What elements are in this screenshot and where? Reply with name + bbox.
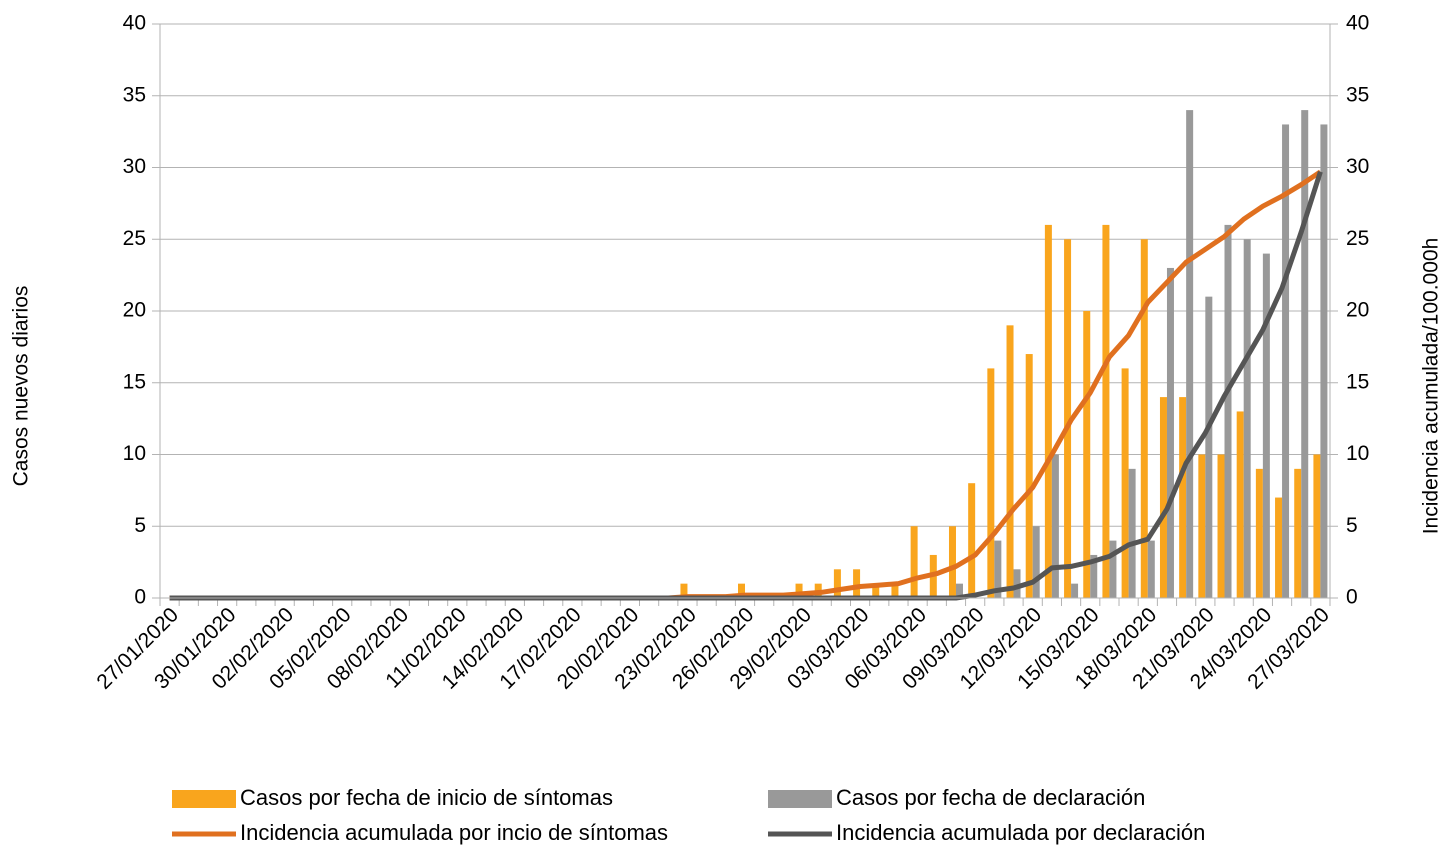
bar — [1044, 224, 1052, 598]
bar — [1186, 110, 1194, 598]
bar — [833, 569, 841, 598]
y-tick-label: 10 — [123, 442, 146, 465]
bar — [1006, 325, 1014, 598]
bar — [1294, 468, 1302, 598]
y-tick-label: 20 — [123, 299, 146, 322]
y2-tick-label: 40 — [1346, 12, 1369, 35]
bar — [1224, 224, 1232, 598]
bar — [1109, 540, 1117, 598]
bar — [1128, 468, 1136, 598]
bar — [1166, 267, 1174, 598]
bar — [853, 569, 861, 598]
y-axis-label: Casos nuevos diarios — [10, 286, 33, 487]
bar — [1320, 124, 1328, 598]
legend-label: Casos por fecha de declaración — [836, 785, 1145, 810]
y2-axis-label: Incidencia acumulada/100.000h — [1420, 238, 1443, 535]
bar — [1255, 468, 1263, 598]
bar — [1262, 253, 1270, 598]
y2-tick-label: 5 — [1346, 514, 1358, 537]
bar — [955, 583, 963, 598]
legend-label: Incidencia acumulada por incio de síntom… — [240, 820, 668, 845]
bar — [1013, 569, 1021, 598]
bar — [1236, 411, 1244, 598]
bar — [1243, 239, 1251, 598]
bar — [910, 526, 918, 598]
y-tick-label: 30 — [123, 155, 146, 178]
y2-tick-label: 30 — [1346, 155, 1369, 178]
bar — [891, 583, 899, 598]
legend-label: Incidencia acumulada por declaración — [836, 820, 1205, 845]
y-tick-label: 0 — [134, 586, 146, 609]
bar — [738, 583, 745, 598]
y2-tick-label: 35 — [1346, 83, 1369, 106]
bar — [1071, 583, 1079, 598]
bar — [1159, 397, 1167, 598]
legend-swatch — [172, 790, 236, 808]
y-tick-label: 35 — [123, 83, 146, 106]
bar — [1313, 454, 1321, 598]
legend-swatch — [768, 790, 832, 808]
bar — [1275, 497, 1283, 598]
bar — [1179, 397, 1187, 598]
bar — [1102, 224, 1110, 598]
bar — [1205, 296, 1213, 598]
y2-tick-label: 25 — [1346, 227, 1369, 250]
bar — [872, 583, 880, 598]
bar — [795, 583, 803, 598]
bar — [1282, 124, 1290, 598]
bar — [680, 583, 688, 598]
bar — [1140, 239, 1148, 598]
bar — [1217, 454, 1225, 598]
y-tick-label: 5 — [134, 514, 146, 537]
bar — [1064, 239, 1072, 598]
y-tick-label: 25 — [123, 227, 146, 250]
bar — [968, 483, 976, 598]
bar — [1301, 110, 1309, 598]
bar — [994, 540, 1002, 598]
bar — [1147, 540, 1155, 598]
bar — [987, 368, 995, 598]
bar — [1090, 554, 1098, 598]
y-tick-label: 15 — [123, 370, 146, 393]
legend-label: Casos por fecha de inicio de síntomas — [240, 785, 613, 810]
bar — [1051, 454, 1059, 598]
bar — [1025, 354, 1033, 598]
bar — [1121, 368, 1129, 598]
bar — [948, 526, 956, 598]
y2-tick-label: 10 — [1346, 442, 1369, 465]
y-tick-label: 40 — [123, 12, 146, 35]
y2-tick-label: 15 — [1346, 370, 1369, 393]
bar — [1032, 526, 1040, 598]
bar — [1198, 454, 1206, 598]
y2-tick-label: 0 — [1346, 586, 1358, 609]
bar — [1083, 311, 1091, 598]
y2-tick-label: 20 — [1346, 299, 1369, 322]
